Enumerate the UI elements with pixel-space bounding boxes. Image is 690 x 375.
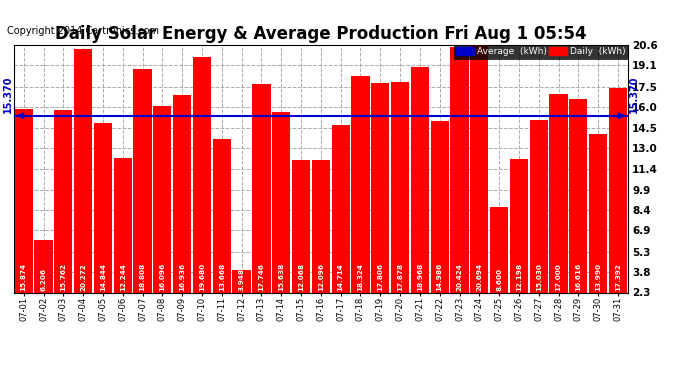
- Text: 6.206: 6.206: [41, 268, 46, 291]
- Bar: [114, 158, 132, 292]
- Text: 17.746: 17.746: [259, 263, 264, 291]
- Bar: [55, 110, 72, 292]
- Text: 17.878: 17.878: [397, 263, 403, 291]
- Text: 20.424: 20.424: [457, 263, 462, 291]
- Text: 15.370: 15.370: [3, 75, 13, 113]
- Text: 15.874: 15.874: [21, 263, 27, 291]
- Text: 13.990: 13.990: [595, 263, 601, 291]
- Text: 14.844: 14.844: [100, 263, 106, 291]
- Text: Copyright 2014 Cartronics.com: Copyright 2014 Cartronics.com: [7, 26, 159, 36]
- Text: 12.198: 12.198: [516, 263, 522, 291]
- Bar: [490, 207, 509, 292]
- Bar: [133, 69, 152, 292]
- Text: 17.806: 17.806: [377, 263, 383, 291]
- Text: 16.936: 16.936: [179, 263, 185, 291]
- Legend: Average  (kWh), Daily  (kWh): Average (kWh), Daily (kWh): [453, 45, 628, 58]
- Text: 15.370: 15.370: [629, 75, 639, 113]
- Bar: [470, 44, 489, 292]
- Text: 12.068: 12.068: [298, 263, 304, 291]
- Bar: [609, 88, 627, 292]
- Title: Daily Solar Energy & Average Production Fri Aug 1 05:54: Daily Solar Energy & Average Production …: [55, 26, 587, 44]
- Bar: [351, 76, 370, 292]
- Text: 16.616: 16.616: [575, 263, 582, 291]
- Text: 12.096: 12.096: [318, 263, 324, 291]
- Bar: [193, 57, 211, 292]
- Bar: [253, 84, 270, 292]
- Bar: [411, 67, 429, 292]
- Text: 3.948: 3.948: [239, 268, 245, 291]
- Bar: [371, 83, 389, 292]
- Bar: [74, 50, 92, 292]
- Bar: [213, 139, 231, 292]
- Text: 17.000: 17.000: [555, 263, 562, 291]
- Text: 14.714: 14.714: [337, 263, 344, 291]
- Bar: [431, 121, 448, 292]
- Text: 8.600: 8.600: [496, 268, 502, 291]
- Bar: [391, 82, 409, 292]
- Text: 14.986: 14.986: [437, 263, 443, 291]
- Text: 17.392: 17.392: [615, 263, 621, 291]
- Bar: [549, 94, 568, 292]
- Bar: [569, 99, 587, 292]
- Bar: [312, 160, 330, 292]
- Text: 20.272: 20.272: [80, 263, 86, 291]
- Text: 20.694: 20.694: [476, 263, 482, 291]
- Bar: [530, 120, 548, 292]
- Bar: [14, 109, 33, 292]
- Bar: [332, 124, 350, 292]
- Bar: [510, 159, 528, 292]
- Bar: [589, 134, 607, 292]
- Bar: [153, 106, 172, 292]
- Text: 18.324: 18.324: [357, 263, 364, 291]
- Bar: [173, 94, 191, 292]
- Text: 18.968: 18.968: [417, 263, 423, 291]
- Bar: [34, 240, 52, 292]
- Text: 15.762: 15.762: [60, 263, 66, 291]
- Text: 13.668: 13.668: [219, 263, 225, 291]
- Text: 16.096: 16.096: [159, 263, 166, 291]
- Bar: [272, 112, 290, 292]
- Bar: [451, 47, 469, 292]
- Bar: [292, 160, 310, 292]
- Text: 15.638: 15.638: [278, 263, 284, 291]
- Text: 15.030: 15.030: [535, 263, 542, 291]
- Text: 18.808: 18.808: [139, 263, 146, 291]
- Text: 19.680: 19.680: [199, 263, 205, 291]
- Bar: [233, 270, 250, 292]
- Text: 12.244: 12.244: [120, 263, 126, 291]
- Bar: [94, 123, 112, 292]
